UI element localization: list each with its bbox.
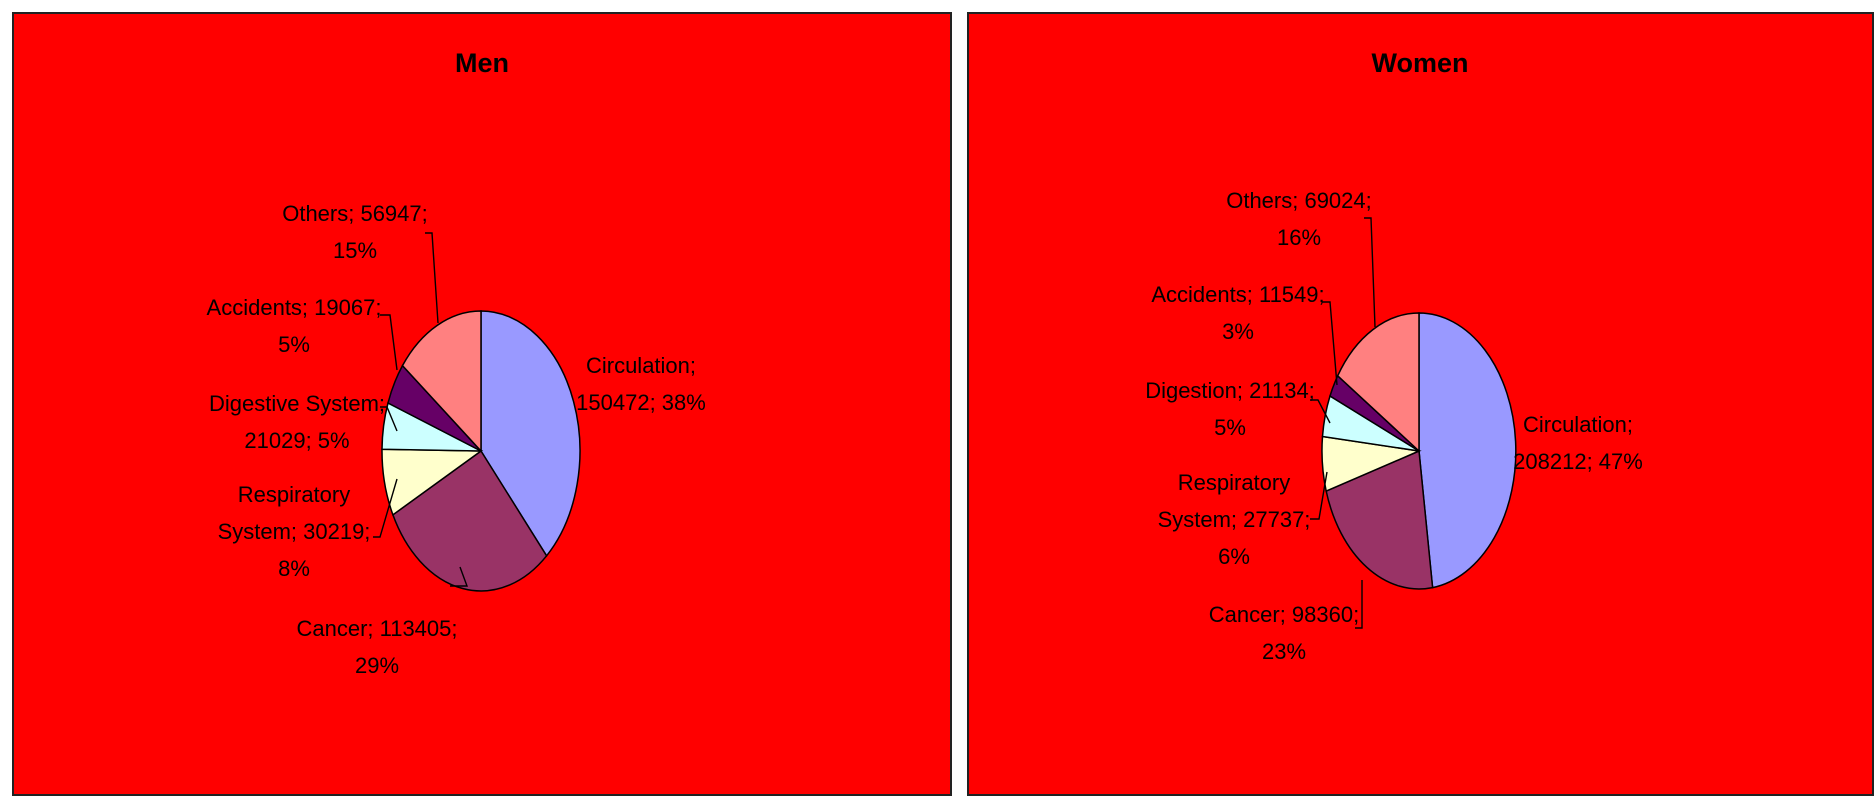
women-label-cancer-line: Cancer; 98360; <box>1209 602 1359 627</box>
women-leader-cancer <box>1355 580 1363 629</box>
women-label-respiratory-line: Respiratory <box>1178 470 1290 495</box>
women-label-respiratory-line: System; 27737; <box>1158 507 1311 532</box>
women-label-others: Others; 69024; 16% <box>1226 188 1372 250</box>
men-label-digestive-line: Digestive System; <box>209 391 385 416</box>
men-label-circulation: Circulation; 150472; 38% <box>576 353 706 415</box>
men-label-digestive: Digestive System; 21029; 5% <box>209 391 385 453</box>
men-leader-accidents <box>380 314 398 371</box>
men-label-others-line: 15% <box>333 238 377 263</box>
men-label-cancer-line: Cancer; 113405; <box>296 616 457 641</box>
women-label-cancer-line: 23% <box>1262 639 1306 664</box>
men-slice-cancer <box>392 449 548 592</box>
men-chart-title: Men <box>455 48 509 78</box>
men-leader-digestive <box>380 406 398 432</box>
men-label-accidents: Accidents; 19067; 5% <box>207 295 382 357</box>
men-label-respiratory-line: System; 30219; <box>218 519 371 544</box>
men-leader-others <box>425 232 439 324</box>
men-leader-respiratory <box>373 478 398 538</box>
men-label-respiratory-line: Respiratory <box>238 482 350 507</box>
women-leader-digestion <box>1310 399 1331 424</box>
women-label-cancer: Cancer; 98360; 23% <box>1209 602 1359 664</box>
men-label-cancer-line: 29% <box>355 653 399 678</box>
women-leader-respiratory <box>1310 471 1328 520</box>
women-label-circulation-line: Circulation; <box>1523 412 1633 437</box>
women-leader-others <box>1364 217 1376 328</box>
men-label-others-line: Others; 56947; <box>282 201 428 226</box>
men-label-others: Others; 56947; 15% <box>282 201 428 263</box>
women-label-accidents-line: 3% <box>1222 319 1254 344</box>
men-label-circulation-line: 150472; 38% <box>576 390 706 415</box>
women-slice-cancer <box>1325 449 1434 590</box>
men-label-cancer: Cancer; 113405; 29% <box>296 616 457 678</box>
men-slice-circulation <box>480 310 581 558</box>
women-label-circulation: Circulation; 208212; 47% <box>1513 412 1643 474</box>
men-label-respiratory-line: 8% <box>278 556 310 581</box>
women-chart-title: Women <box>1371 48 1468 78</box>
men-label-accidents-line: Accidents; 19067; <box>207 295 382 320</box>
women-label-others-line: 16% <box>1277 225 1321 250</box>
women-slice-circulation <box>1418 312 1517 589</box>
men-label-accidents-line: 5% <box>278 332 310 357</box>
men-label-respiratory: Respiratory System; 30219; 8% <box>218 482 371 581</box>
women-label-others-line: Others; 69024; <box>1226 188 1372 213</box>
women-label-accidents: Accidents; 11549; 3% <box>1151 282 1324 344</box>
women-label-respiratory: Respiratory System; 27737; 6% <box>1158 470 1311 569</box>
men-slice-others <box>401 310 482 453</box>
men-leader-cancer <box>450 566 469 587</box>
women-label-digestion-line: Digestion; 21134; <box>1145 378 1315 403</box>
women-slice-others <box>1336 312 1420 453</box>
men-label-digestive-line: 21029; 5% <box>244 428 349 453</box>
women-label-digestion: Digestion; 21134; 5% <box>1145 378 1315 440</box>
men-label-circulation-line: Circulation; <box>586 353 696 378</box>
women-label-accidents-line: Accidents; 11549; <box>1151 282 1324 307</box>
women-label-respiratory-line: 6% <box>1218 544 1250 569</box>
women-leader-accidents <box>1322 301 1338 386</box>
women-label-digestion-line: 5% <box>1214 415 1246 440</box>
women-label-circulation-line: 208212; 47% <box>1513 449 1643 474</box>
